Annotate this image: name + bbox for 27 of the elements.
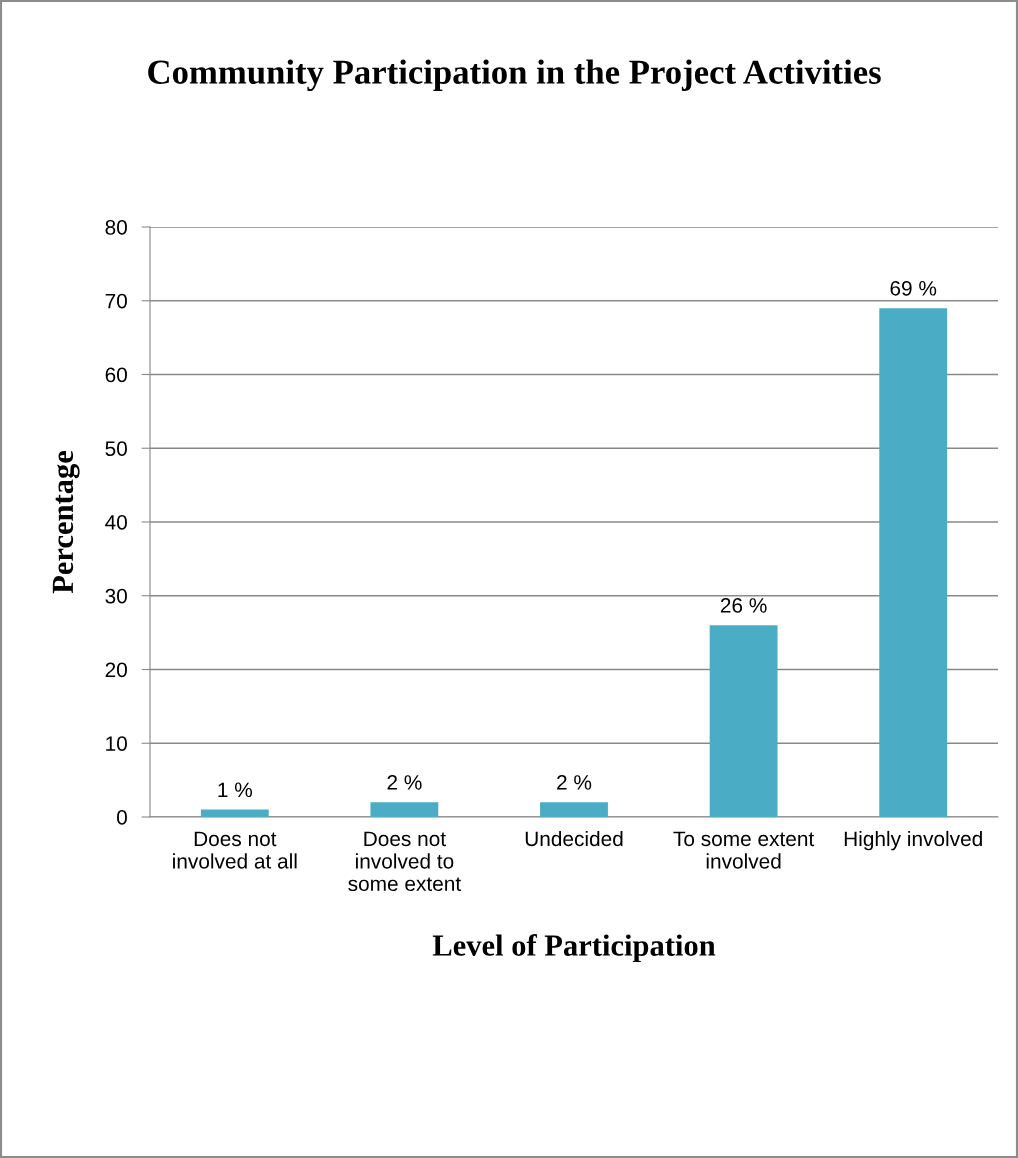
x-tick-label: Highly involved <box>844 830 982 851</box>
bar <box>709 625 778 817</box>
y-axis-title: Percentage <box>52 450 80 594</box>
bar <box>879 308 948 817</box>
x-tick-label: Does not involved at all <box>173 831 297 869</box>
y-tick-label: 70 <box>105 293 127 309</box>
y-tick-label: 40 <box>105 515 127 530</box>
y-tick-label: 0 <box>117 810 127 825</box>
x-tick-label: Undecided <box>525 830 623 847</box>
y-tick-label: 20 <box>105 662 127 678</box>
data-label: 1 % <box>218 782 253 798</box>
y-tick-label: 50 <box>105 441 127 456</box>
data-label: 2 % <box>387 775 422 790</box>
x-tick-label: To some extent involved <box>673 831 815 869</box>
x-axis-title: Level of Participation <box>432 934 716 963</box>
data-label: 26 % <box>720 598 767 613</box>
y-tick-label: 80 <box>105 220 127 235</box>
chart-title: Community Participation in the Project Activities <box>148 59 881 92</box>
y-tick-label: 10 <box>106 736 127 751</box>
data-label: 2 % <box>557 775 592 790</box>
bar <box>200 809 269 817</box>
bar <box>370 802 439 817</box>
y-tick-label: 60 <box>105 367 127 383</box>
y-tick-label: 30 <box>105 588 127 604</box>
x-tick-label: Does not involved to some extent <box>348 831 461 892</box>
data-label: 69 % <box>890 280 937 296</box>
bar <box>540 802 608 817</box>
